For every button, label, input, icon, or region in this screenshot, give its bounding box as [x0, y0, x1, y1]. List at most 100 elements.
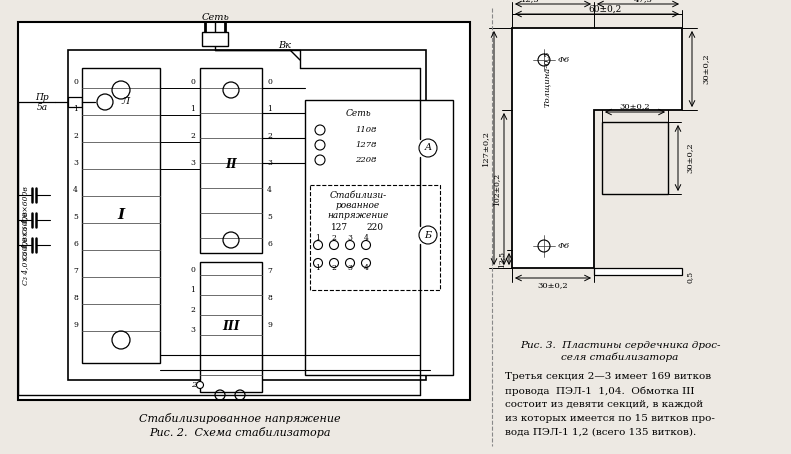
Text: Рис. 2.  Схема стабилизатора: Рис. 2. Схема стабилизатора [149, 428, 331, 439]
Text: 9: 9 [73, 321, 78, 329]
Text: из которых имеется по 15 витков про-: из которых имеется по 15 витков про- [505, 414, 715, 423]
Text: 6: 6 [267, 240, 272, 248]
Text: 2208: 2208 [355, 156, 377, 164]
Circle shape [361, 241, 370, 250]
Text: 0: 0 [190, 266, 195, 274]
Text: 3: 3 [73, 159, 78, 167]
Text: 3: 3 [190, 159, 195, 167]
Text: Л: Л [121, 98, 129, 107]
Text: 12,5: 12,5 [497, 251, 505, 267]
Text: 8: 8 [267, 294, 272, 302]
Bar [602, 122, 668, 194]
Bar [305, 100, 453, 375]
Text: C₁ 4,0×600в: C₁ 4,0×600в [21, 186, 29, 235]
Text: 1: 1 [73, 105, 78, 113]
Text: 5: 5 [267, 213, 272, 221]
Text: 220: 220 [366, 223, 384, 232]
Text: 2: 2 [191, 381, 196, 389]
Text: 5а: 5а [36, 103, 47, 112]
Text: Стабилизированное напряжение: Стабилизированное напряжение [139, 413, 341, 424]
Text: вода ПЭЛ-1 1,2 (всего 135 витков).: вода ПЭЛ-1 1,2 (всего 135 витков). [505, 428, 696, 437]
Text: A: A [425, 143, 432, 153]
Polygon shape [512, 28, 682, 268]
Text: 8: 8 [73, 294, 78, 302]
Text: 9: 9 [267, 321, 272, 329]
Text: Φ6: Φ6 [558, 56, 570, 64]
Circle shape [196, 381, 203, 389]
Text: 7: 7 [267, 267, 272, 275]
Text: 0: 0 [267, 78, 272, 86]
Text: Пр: Пр [35, 94, 49, 103]
Text: I: I [117, 208, 124, 222]
Text: 60±0,2: 60±0,2 [589, 5, 622, 14]
Text: III: III [222, 321, 240, 334]
Text: 1: 1 [316, 264, 320, 272]
Text: 3: 3 [347, 234, 353, 242]
Text: Φ6: Φ6 [558, 242, 570, 250]
Text: 30±0,2: 30±0,2 [538, 281, 568, 289]
Text: 12,5: 12,5 [520, 0, 539, 3]
Text: провода  ПЭЛ-1  1,04.  Обмотка III: провода ПЭЛ-1 1,04. Обмотка III [505, 386, 694, 395]
Text: 127±0,2: 127±0,2 [481, 130, 489, 166]
Text: 4: 4 [73, 186, 78, 194]
Bar [200, 262, 262, 392]
Text: селя стабилизатора: селя стабилизатора [562, 352, 679, 362]
Text: 3: 3 [190, 326, 195, 334]
Text: 1278: 1278 [355, 141, 377, 149]
Text: 1: 1 [190, 105, 195, 113]
Circle shape [313, 258, 323, 267]
Text: 30±0,2: 30±0,2 [619, 102, 650, 110]
Text: 2: 2 [331, 234, 336, 242]
Text: 1: 1 [316, 234, 320, 242]
Text: 102±0,2: 102±0,2 [492, 173, 500, 206]
Bar [68, 50, 426, 380]
Bar [82, 68, 160, 363]
Circle shape [330, 241, 339, 250]
Text: Рис. 3.  Пластины сердечника дрос-: Рис. 3. Пластины сердечника дрос- [520, 341, 721, 350]
Text: 0,5: 0,5 [686, 271, 694, 283]
Text: Третья секция 2—3 имеет 169 витков: Третья секция 2—3 имеет 169 витков [505, 372, 711, 381]
Bar [200, 68, 262, 253]
Text: 2: 2 [267, 132, 272, 140]
Text: напряжение: напряжение [327, 212, 388, 221]
Text: 30±0,2: 30±0,2 [686, 143, 694, 173]
Text: II: II [225, 158, 237, 172]
Text: 3: 3 [347, 264, 353, 272]
Text: Сеть: Сеть [345, 109, 371, 118]
Bar [202, 32, 228, 46]
Text: 5: 5 [73, 213, 78, 221]
Text: Сеть: Сеть [201, 14, 229, 23]
Text: C₃ 4,0×600в: C₃ 4,0×600в [21, 236, 29, 285]
Text: 0: 0 [73, 78, 78, 86]
Text: 7: 7 [73, 267, 78, 275]
Text: Вк: Вк [278, 41, 292, 50]
Text: 4: 4 [267, 186, 272, 194]
Text: 47,5: 47,5 [634, 0, 653, 3]
Text: 2: 2 [331, 264, 336, 272]
Text: 1: 1 [267, 105, 272, 113]
Text: 2: 2 [190, 306, 195, 314]
Text: рованное: рованное [336, 202, 380, 211]
Bar [594, 268, 682, 275]
Circle shape [330, 258, 339, 267]
Circle shape [313, 241, 323, 250]
Text: 6: 6 [73, 240, 78, 248]
Text: 0: 0 [190, 78, 195, 86]
Text: 2: 2 [190, 132, 195, 140]
Text: состоит из девяти секций, в каждой: состоит из девяти секций, в каждой [505, 400, 703, 409]
Circle shape [361, 258, 370, 267]
Text: 4: 4 [364, 264, 369, 272]
Text: C₂ 4,0×600в: C₂ 4,0×600в [21, 211, 29, 260]
Text: Б: Б [425, 231, 432, 240]
Circle shape [346, 241, 354, 250]
Text: 4: 4 [364, 234, 369, 242]
Text: Толщина-0,5: Толщина-0,5 [543, 51, 551, 107]
Text: 3: 3 [267, 159, 272, 167]
Text: 1108: 1108 [355, 126, 377, 134]
Bar [18, 22, 470, 400]
Text: 2: 2 [73, 132, 78, 140]
Text: 30±0,2: 30±0,2 [702, 54, 710, 84]
Text: 1: 1 [190, 286, 195, 294]
Text: Стабилизи-: Стабилизи- [329, 192, 387, 201]
Bar [310, 185, 440, 290]
